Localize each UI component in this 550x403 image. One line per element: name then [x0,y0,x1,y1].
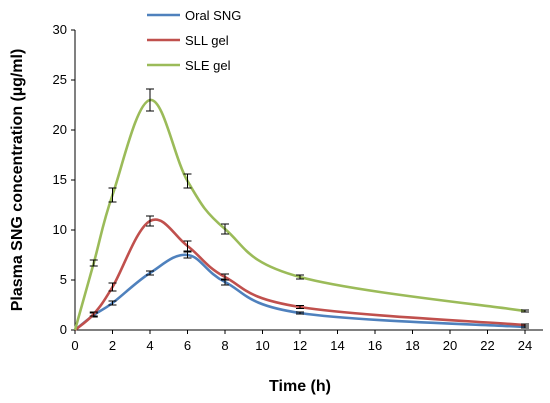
error-bar [89,259,98,267]
error-bar [221,273,229,281]
legend-label: Oral SNG [185,8,241,23]
y-tick-label: 10 [53,222,67,237]
x-tick-label: 24 [518,338,532,353]
y-tick-label: 20 [53,122,67,137]
error-bar [108,187,117,203]
error-bar [296,274,304,280]
error-bar [183,173,192,189]
x-tick-label: 10 [255,338,269,353]
series-line [74,253,526,332]
x-tick-label: 2 [109,338,116,353]
y-axis-title: Plasma SNG concentration (µg/ml) [9,49,26,312]
legend: Oral SNG SLL gel SLE gel [147,8,241,73]
y-tick-label: 15 [53,172,67,187]
x-tick-label: 0 [71,338,78,353]
legend-label: SLE gel [185,58,231,73]
y-tick-label: 5 [60,272,67,287]
x-tick-label: 12 [293,338,307,353]
error-bar [146,270,154,276]
error-bar [183,251,192,259]
legend-entry: Oral SNG [147,8,241,23]
x-tick-label: 20 [443,338,457,353]
error-bar [108,300,117,306]
error-bar [146,88,154,112]
y-tick-label: 0 [60,322,67,337]
error-bar [221,223,229,235]
error-bar [89,311,98,317]
x-tick-label: 8 [221,338,228,353]
series-layer [73,88,529,332]
legend-label: SLL gel [185,33,229,48]
error-bar [146,215,154,227]
y-tick-label: 30 [53,22,67,37]
error-bar [296,311,304,315]
legend-entry: SLL gel [147,33,229,48]
x-tick-label: 14 [330,338,344,353]
error-bar [521,309,529,313]
x-axis-title: Time (h) [269,378,331,395]
y-axis-title-group: Plasma SNG concentration (µg/ml) [9,49,26,312]
series-line [73,98,526,331]
x-tick-label: 16 [368,338,382,353]
error-bar [183,240,192,252]
error-bar [296,305,304,309]
error-bar [521,323,529,327]
legend-entry: SLE gel [147,58,231,73]
x-tick-label: 4 [146,338,153,353]
x-tick-label: 22 [480,338,494,353]
x-tick-label: 18 [405,338,419,353]
y-tick-label: 25 [53,72,67,87]
x-tick-label: 6 [184,338,191,353]
error-bar [108,282,117,292]
